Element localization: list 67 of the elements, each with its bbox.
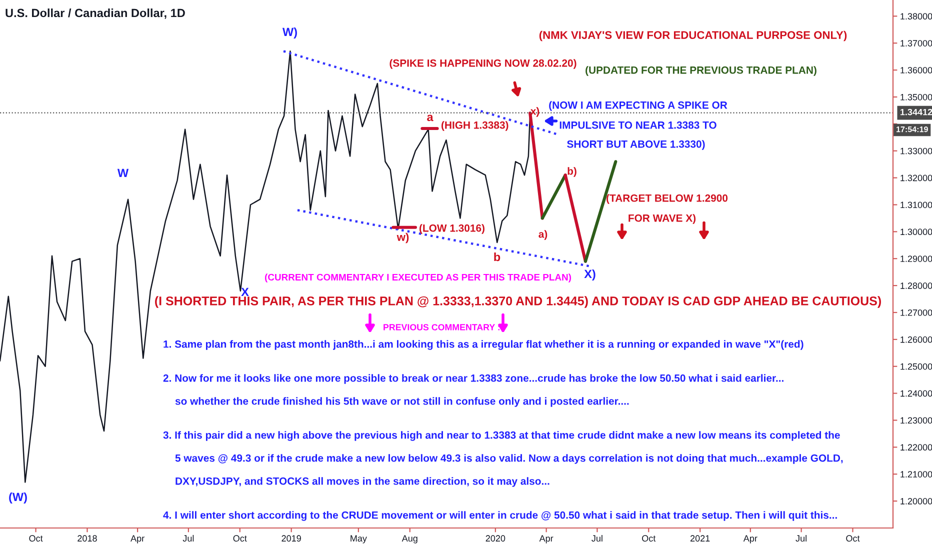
y-tick-label: 1.31000	[900, 202, 932, 208]
y-tick-label: 1.32000	[900, 174, 932, 182]
annotation: b	[494, 252, 500, 262]
annotation: so whether the crude finished his 5th wave or not still in confuse only and i posted earlier....	[175, 397, 629, 407]
y-tick-label: 1.21000	[900, 471, 932, 478]
x-tick-label: Jul	[592, 534, 602, 542]
annotation: a	[427, 114, 434, 122]
annotation: (W)	[9, 492, 27, 504]
y-tick-label: 1.33000	[900, 148, 932, 154]
x-tick-label: Oct	[846, 535, 860, 542]
y-tick-label: 1.30000	[900, 228, 932, 236]
annotation: (HIGH 1.3383)	[442, 121, 508, 131]
x-tick-label: Oct	[642, 535, 656, 542]
text: 17:54:19	[896, 126, 928, 132]
y-tick-label: 1.24000	[900, 390, 932, 397]
annotation: X)	[584, 269, 596, 281]
x-tick-label: May	[350, 535, 367, 544]
annotation: w)	[396, 232, 409, 244]
x-tick-label: Oct	[233, 535, 247, 542]
y-tick-label: 1.35000	[900, 94, 932, 100]
annotation: SHORT BUT ABOVE 1.3330)	[567, 140, 705, 150]
annotation: (LOW 1.3016)	[420, 224, 484, 234]
annotation: DXY,USDJPY, and STOCKS all moves in the same direction, so it may also...	[176, 477, 550, 487]
annotation: W	[117, 168, 129, 178]
annotation: (I SHORTED THIS PAIR, AS PER THIS PLAN @ 1.3333,1.3370 AND 1.3445) AND TODAY IS CAD GDP AHEAD BE CAUTIOUS)	[155, 296, 881, 308]
y-tick-label: 1.27000	[900, 309, 932, 316]
x-tick-label: Jul	[182, 534, 194, 542]
annotation: 4. I will enter short according to the CRUDE movement or will enter in crude @ 50.50 what i said in that trade setup. Then i will quit this...	[163, 511, 837, 521]
x-tick-label: 2020	[486, 535, 506, 542]
y-tick-label: 1.29000	[900, 256, 932, 262]
x-tick-label: Apr	[539, 535, 554, 544]
annotation: 1. Same plan from the past month jan8th...i am looking this as a irregular flat whether it is a running or expanded in wave "X"(red)	[164, 340, 804, 350]
annotation: IMPULSIVE TO NEAR 1.3383 TO	[560, 121, 716, 129]
y-tick-label: 1.23000	[900, 417, 932, 424]
text: U.S. Dollar / Canadian Dollar, 1D	[6, 8, 185, 19]
x-tick-label: Oct	[29, 535, 43, 542]
annotation: b)	[568, 167, 576, 177]
y-tick-label: 1.28000	[900, 282, 932, 289]
y-tick-label: 1.22000	[900, 444, 932, 451]
annotation: 5 waves @ 49.3 or if the crude make a new low below 49.3 is also valid. Now a days correlation is not doing that much...example GOLD,	[175, 454, 843, 464]
annotation: W)	[282, 28, 297, 38]
x-tick-label: Aug	[402, 535, 418, 544]
x-tick-label: Jul	[796, 534, 806, 542]
annotation: (CURRENT COMMENTARY I EXECUTED AS PER THIS TRADE PLAN)	[264, 274, 572, 282]
x-tick-label: Apr	[130, 535, 144, 544]
annotation: x)	[530, 107, 540, 117]
y-tick-label: 1.25000	[900, 363, 932, 370]
y-tick-label: 1.26000	[900, 336, 932, 343]
x-tick-label: 2019	[282, 535, 301, 542]
annotation: (NOW I AM EXPECTING A SPIKE OR	[549, 101, 728, 111]
annotation: 3. If this pair did a new high above the previous high and near to 1.3383 at that time crude didnt make a new low means its completed the	[163, 431, 840, 441]
annotation: 2. Now for me it looks like one more possible to break or near 1.3383 zone...crude has broke the low 50.50 what i said earlier...	[163, 374, 784, 384]
annotation: (SPIKE IS HAPPENING NOW 28.02.20)	[390, 59, 576, 69]
annotation: X	[241, 288, 249, 296]
ref-line-label: 1.34412	[900, 108, 932, 116]
annotation: a)	[538, 230, 548, 240]
annotation: (TARGET BELOW 1.2900	[606, 194, 728, 204]
x-tick-label: 2018	[78, 535, 97, 542]
x-tick-label: Apr	[743, 535, 758, 544]
annotation: FOR WAVE X)	[628, 214, 696, 224]
annotation: (UPDATED FOR THE PREVIOUS TRADE PLAN)	[586, 66, 816, 76]
annotation: (NMK VIJAY'S VIEW FOR EDUCATIONAL PURPOSE ONLY)	[539, 30, 847, 42]
y-tick-label: 1.20000	[900, 498, 932, 504]
x-tick-label: 2021	[690, 535, 710, 542]
y-tick-label: 1.37000	[900, 40, 932, 46]
y-tick-label: 1.36000	[900, 67, 932, 74]
y-tick-label: 1.38000	[900, 13, 932, 20]
